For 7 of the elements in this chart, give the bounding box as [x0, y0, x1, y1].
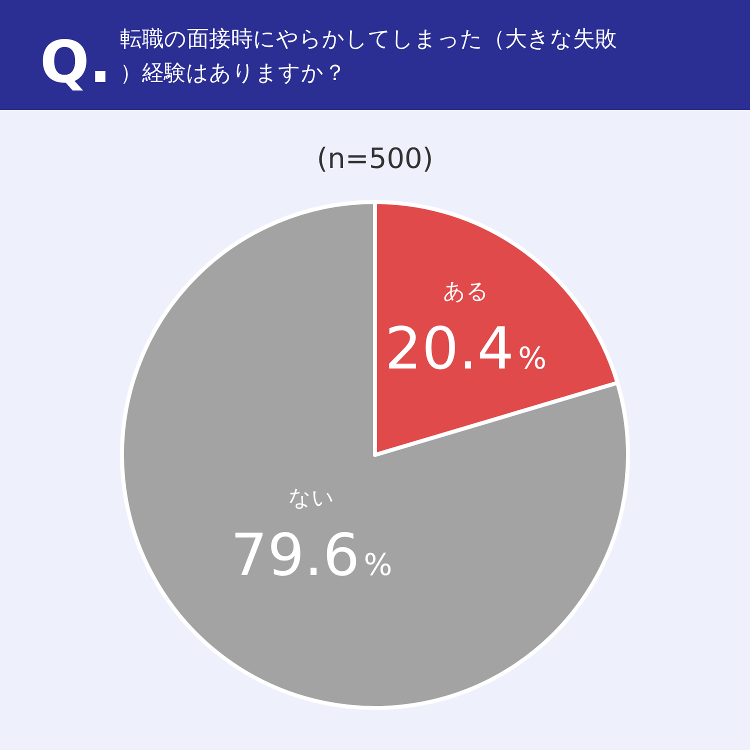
text: Q.: [40, 28, 112, 96]
data-label: 20.4%: [384, 314, 547, 382]
title: 転職の面接時にやらかしてしまった（大きな失敗）経験はありますか？: [120, 27, 617, 86]
slice-label: ない: [288, 486, 334, 512]
data-label: 79.6%: [230, 521, 392, 590]
chart-subtitle: (n=500): [316, 142, 434, 175]
slice-label: ある: [442, 279, 489, 304]
